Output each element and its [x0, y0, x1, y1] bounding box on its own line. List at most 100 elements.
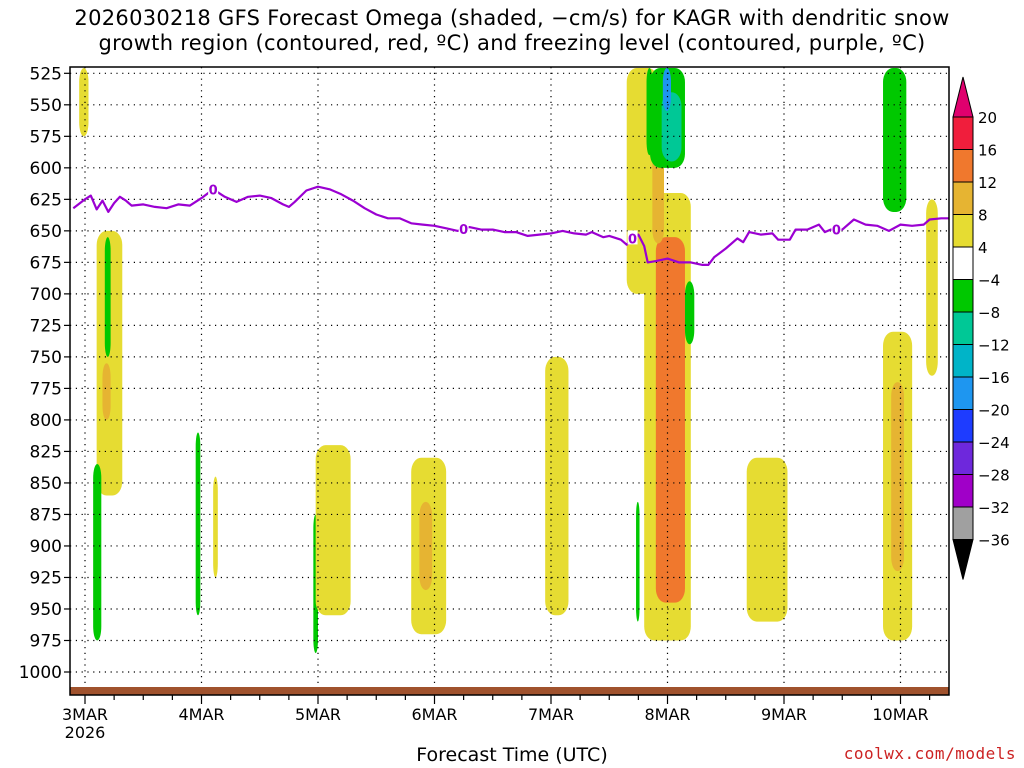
- y-tick-label: 800: [30, 411, 62, 431]
- y-tick-label: 775: [30, 379, 62, 399]
- colorbar-top-arrow: [952, 76, 974, 118]
- omega-region-10: [419, 501, 433, 591]
- omega-region-2: [93, 464, 102, 641]
- colorbar-label: 8: [978, 207, 988, 225]
- freezing-level-label: 0: [628, 232, 637, 247]
- freezing-level-label: 0: [209, 183, 218, 198]
- title-line-1: 2026030218 GFS Forecast Omega (shaded, −…: [74, 6, 950, 30]
- y-tick-label: 700: [30, 285, 62, 305]
- omega-shading: [79, 68, 938, 654]
- y-tick-label: 1000: [19, 663, 62, 683]
- x-tick-label: 3MAR: [62, 705, 108, 724]
- ground-strip: [70, 687, 949, 695]
- colorbar-label: 16: [978, 142, 997, 160]
- colorbar-swatch: [952, 474, 974, 508]
- x-axis: 3MAR 4MAR 5MAR 6MAR 7MAR 8MAR 9MAR 10MAR 2026: [62, 695, 931, 742]
- y-axis: 525 550 575 600 625 650 675 700 725 750 775 800 825 8…: [19, 64, 70, 683]
- y-tick-label: 650: [30, 222, 62, 242]
- y-tick-label: 750: [30, 348, 62, 368]
- colorbar-label: −20: [978, 402, 1010, 420]
- x-tick-label: 9MAR: [761, 705, 807, 724]
- ground-terrain: [70, 687, 949, 695]
- credit-text: coolwx.com/models: [843, 744, 1016, 763]
- y-tick-label: 925: [30, 568, 62, 588]
- freezing-label-bg-0: [208, 181, 219, 196]
- colorbar-swatch: [952, 409, 974, 443]
- freezing-label-bg-1: [458, 220, 469, 235]
- omega-region-1: [102, 363, 111, 420]
- colorbar-swatch: [952, 441, 974, 475]
- colorbar-swatch: [952, 214, 974, 248]
- y-tick-label: 975: [30, 631, 62, 651]
- colorbar-swatch: [952, 279, 974, 313]
- colorbar-label: 12: [978, 174, 997, 192]
- x-tick-label: 5MAR: [295, 705, 341, 724]
- y-tick-label: 575: [30, 127, 62, 147]
- title-line-2: growth region (contoured, red, ºC) and f…: [98, 31, 926, 55]
- colorbar-swatch: [952, 506, 974, 540]
- colorbar-swatch: [952, 344, 974, 378]
- omega-region-21: [636, 501, 640, 622]
- omega-region-20: [684, 281, 695, 345]
- omega-region-3: [104, 237, 111, 357]
- colorbar-label: −28: [978, 467, 1010, 485]
- x-tick-label: 10MAR: [872, 705, 928, 724]
- x-tick-label: 4MAR: [178, 705, 224, 724]
- omega-region-11: [545, 356, 569, 616]
- freezing-label-bg-3: [831, 221, 842, 236]
- colorbar-swatch: [952, 376, 974, 410]
- omega-region-0: [96, 230, 123, 496]
- omega-region-26: [926, 199, 938, 376]
- omega-region-25: [883, 68, 907, 212]
- omega-region-19: [662, 68, 671, 112]
- omega-region-14: [655, 237, 685, 603]
- x-tick-label: 7MAR: [528, 705, 574, 724]
- freezing-level-label: 0: [459, 223, 468, 238]
- colorbar-swatch: [952, 311, 974, 345]
- chart-title: 2026030218 GFS Forecast Omega (shaded, −…: [0, 6, 1024, 56]
- plot-frame: [69, 66, 950, 696]
- colorbar-label: −24: [978, 434, 1010, 452]
- omega-region-22: [746, 457, 788, 622]
- omega-region-5: [195, 432, 201, 616]
- freezing-level-label: 0: [832, 224, 841, 239]
- omega-region-6: [213, 476, 218, 578]
- y-tick-label: 675: [30, 253, 62, 273]
- x-tick-label: 6MAR: [411, 705, 457, 724]
- colorbar-bottom-arrow: [952, 539, 974, 580]
- colorbar-label: −16: [978, 369, 1010, 387]
- colorbar-swatch: [952, 181, 974, 215]
- freezing-level-contour: 0 0 0 0: [72, 181, 949, 266]
- y-tick-label: 725: [30, 316, 62, 336]
- x-year-label: 2026: [65, 723, 106, 742]
- y-tick-label: 900: [30, 537, 62, 557]
- y-tick-label: 625: [30, 190, 62, 210]
- freezing-label-bg-2: [627, 230, 638, 245]
- y-tick-label: 600: [30, 159, 62, 179]
- colorbar-label: −4: [978, 272, 1000, 290]
- y-tick-label: 525: [30, 64, 62, 84]
- colorbar-swatch: [952, 116, 974, 150]
- omega-region-4: [79, 68, 89, 137]
- colorbar-label: −32: [978, 499, 1010, 517]
- y-tick-label: 550: [30, 96, 62, 116]
- colorbar-label: −12: [978, 337, 1010, 355]
- omega-region-24: [891, 382, 904, 572]
- x-tick-label: 8MAR: [644, 705, 690, 724]
- colorbar-label: 20: [978, 109, 997, 127]
- x-axis-label: Forecast Time (UTC): [416, 744, 608, 766]
- y-tick-label: 825: [30, 442, 62, 462]
- colorbar-label: −8: [978, 304, 1000, 322]
- omega-region-8: [315, 445, 351, 616]
- colorbar-label: −36: [978, 532, 1010, 550]
- grid-lines: [70, 67, 949, 687]
- y-tick-label: 850: [30, 474, 62, 494]
- y-tick-label: 875: [30, 505, 62, 525]
- y-tick-label: 950: [30, 600, 62, 620]
- colorbar-label: 4: [978, 239, 988, 257]
- freezing-level-line: [72, 185, 949, 266]
- colorbar: 20 16 12 8 4 −4 −8 −12 −16 −20 −24 −28 −32 −36: [952, 76, 1010, 580]
- colorbar-swatch: [952, 149, 974, 183]
- colorbar-swatch: [952, 246, 974, 280]
